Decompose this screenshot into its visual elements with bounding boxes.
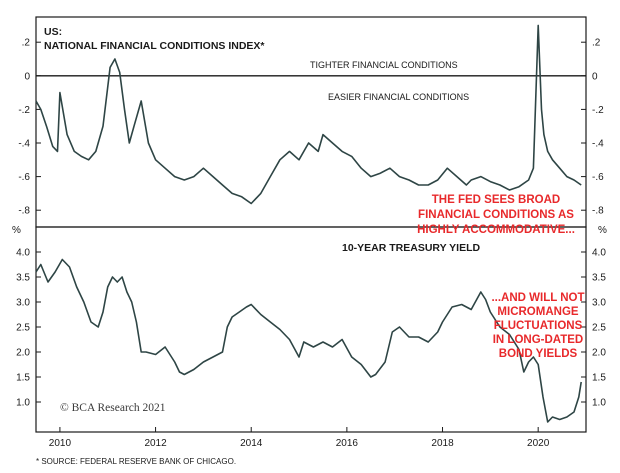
annotation-line: MICROMANGE xyxy=(497,306,578,318)
annotation-line: HIGHLY ACCOMMODATIVE... xyxy=(417,224,575,236)
bottom-y-tick-label-left: 4.0 xyxy=(16,248,30,259)
x-tick-label: 2020 xyxy=(527,438,550,449)
top-y-tick-label-left: -.6 xyxy=(18,172,30,183)
bottom-y-tick-label-right: 1.0 xyxy=(592,398,606,409)
bottom-y-tick-label-left: 2.5 xyxy=(16,323,30,334)
bottom-y-tick-label-left: 3.5 xyxy=(16,273,30,284)
bottom-y-tick-label-left: 1.5 xyxy=(16,373,30,384)
bottom-panel-frame xyxy=(35,226,587,433)
bottom-y-tick-label-right: 2.0 xyxy=(592,348,606,359)
x-tick-label: 2014 xyxy=(240,438,263,449)
annotation-line: IN LONG-DATED xyxy=(493,334,584,346)
bottom-y-tick-label-right: 3.0 xyxy=(592,298,606,309)
bottom-panel-y-axis: 4.0 4.0 3.5 3.5 3.0 3.0 2.5 2.5 2.0 2.0 1.5 1.5 1.0 1… xyxy=(16,248,606,409)
series-line-financial-conditions-index xyxy=(35,24,582,205)
x-tick-label: 2010 xyxy=(49,438,72,449)
x-axis: 2010 2012 2014 2016 2018 2020 xyxy=(49,427,550,449)
top-panel-y-axis: .2 .2 0 0 -.2 -.2 -.4 -.4 -.6 -.6 -.8 -.8 xyxy=(18,38,604,217)
annotation-line: FINANCIAL CONDITIONS AS xyxy=(418,209,574,221)
bottom-y-tick-label-right: 2.5 xyxy=(592,323,606,334)
annotation-fed-broad-conditions: THE FED SEES BROAD FINANCIAL CONDITIONS A… xyxy=(417,194,575,236)
top-y-tick-label-right: -.6 xyxy=(592,172,604,183)
top-y-tick-label-left: -.4 xyxy=(18,139,30,150)
top-y-tick-label-left: .2 xyxy=(22,38,31,49)
bottom-y-tick-label-right: 3.5 xyxy=(592,273,606,284)
top-y-tick-label-left: 0 xyxy=(24,71,30,82)
left-unit-label: % xyxy=(12,225,21,236)
series-line-10-year-treasury-yield xyxy=(35,258,582,423)
bottom-y-tick-label-right: 1.5 xyxy=(592,373,606,384)
tighter-conditions-label: TIGHTER FINANCIAL CONDITIONS xyxy=(310,60,458,70)
top-y-tick-label-right: -.2 xyxy=(592,105,604,116)
bca-credit: © BCA Research 2021 xyxy=(60,402,166,414)
annotation-line: BOND YIELDS xyxy=(499,348,578,360)
top-y-tick-label-right: 0 xyxy=(592,71,598,82)
x-tick-label: 2016 xyxy=(336,438,359,449)
bottom-y-tick-label-left: 3.0 xyxy=(16,298,30,309)
chart-title: US: xyxy=(44,26,62,38)
top-y-tick-label-left: -.8 xyxy=(18,206,30,217)
annotation-line: THE FED SEES BROAD xyxy=(432,194,560,206)
yield-panel-title: 10-YEAR TREASURY YIELD xyxy=(342,242,481,254)
bottom-y-tick-label-left: 2.0 xyxy=(16,348,30,359)
top-y-tick-label-right: -.8 xyxy=(592,206,604,217)
easier-conditions-label: EASIER FINANCIAL CONDITIONS xyxy=(328,92,469,102)
top-y-tick-label-left: -.2 xyxy=(18,105,30,116)
bottom-y-tick-label-left: 1.0 xyxy=(16,398,30,409)
x-tick-label: 2012 xyxy=(144,438,167,449)
top-y-tick-label-right: -.4 xyxy=(592,139,604,150)
x-tick-label: 2018 xyxy=(431,438,454,449)
top-y-tick-label-right: .2 xyxy=(592,38,601,49)
chart-subtitle: NATIONAL FINANCIAL CONDITIONS INDEX* xyxy=(44,40,265,52)
source-footnote: * SOURCE: FEDERAL RESERVE BANK OF CHICAG… xyxy=(36,457,236,466)
annotation-line: FLUCTUATIONS xyxy=(494,320,583,332)
right-unit-label: % xyxy=(598,225,607,236)
bottom-y-tick-label-right: 4.0 xyxy=(592,248,606,259)
annotation-line: ...AND WILL NOT xyxy=(491,292,584,304)
annotation-bond-yields: ...AND WILL NOT MICROMANGE FLUCTUATIONS IN … xyxy=(491,292,584,360)
